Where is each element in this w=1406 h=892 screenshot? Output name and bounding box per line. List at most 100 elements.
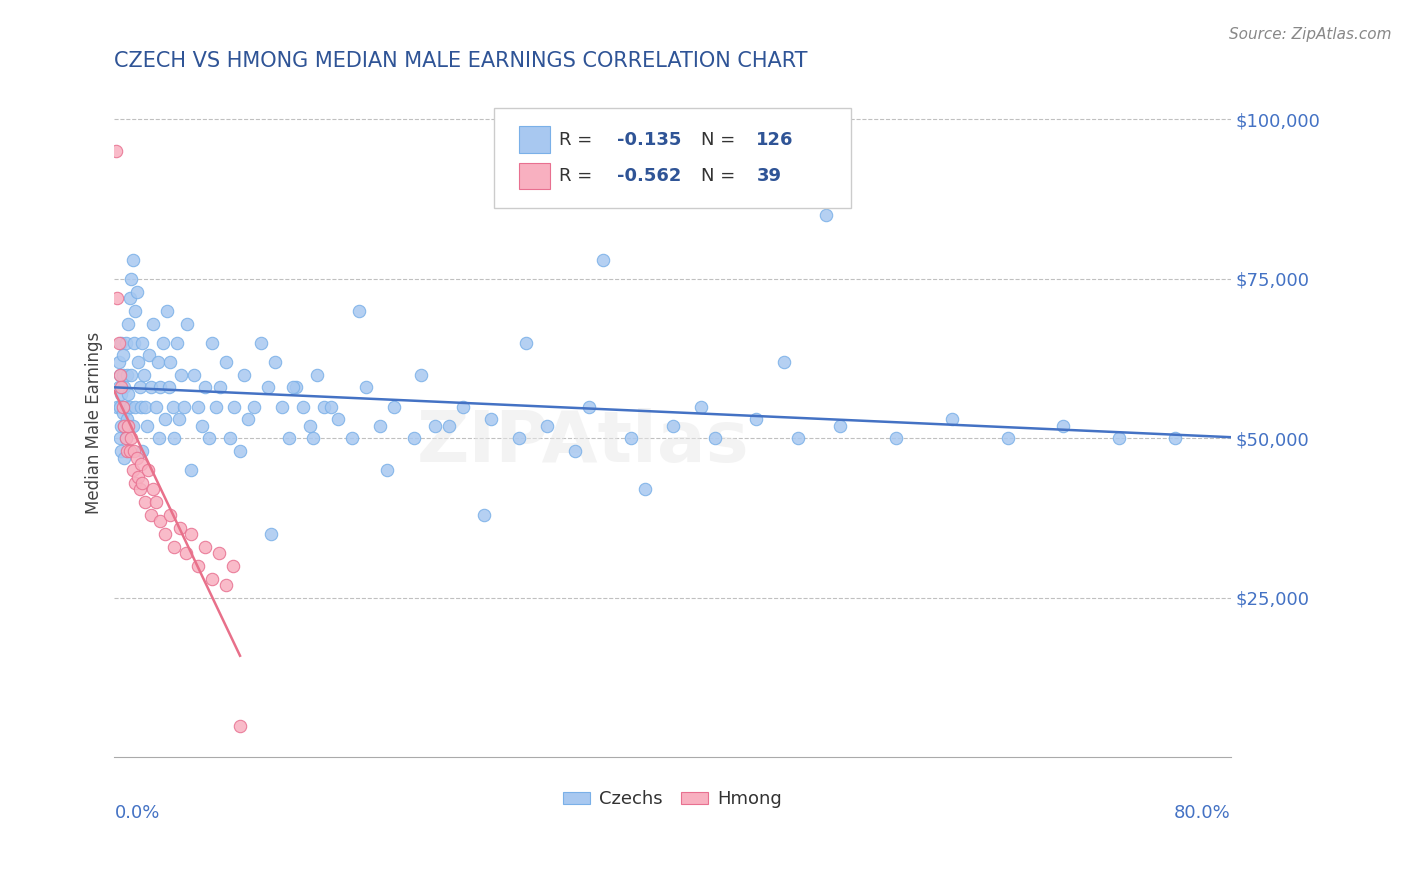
Point — [425, 418, 447, 433]
Point — [105, 400, 128, 414]
Point — [152, 335, 174, 350]
Point — [224, 400, 246, 414]
Point — [120, 368, 142, 382]
Point — [135, 418, 157, 433]
Point — [703, 431, 725, 445]
Text: -0.562: -0.562 — [617, 167, 682, 185]
Point — [108, 368, 131, 382]
Text: R =: R = — [558, 131, 598, 149]
Point — [128, 380, 150, 394]
Point — [121, 463, 143, 477]
Point — [127, 355, 149, 369]
Point — [139, 508, 162, 522]
Point — [620, 431, 643, 445]
Point — [107, 355, 129, 369]
Point — [198, 431, 221, 445]
FancyBboxPatch shape — [519, 127, 550, 153]
Point — [1052, 418, 1074, 433]
Point — [382, 400, 405, 414]
Point — [305, 368, 328, 382]
Point — [127, 469, 149, 483]
Point — [105, 291, 128, 305]
Point — [111, 368, 134, 382]
Point — [153, 412, 176, 426]
Point — [149, 380, 172, 394]
Point — [118, 291, 141, 305]
Point — [131, 444, 153, 458]
Point — [229, 718, 252, 732]
Point — [128, 483, 150, 497]
Point — [411, 368, 433, 382]
Point — [773, 355, 796, 369]
Point — [174, 546, 197, 560]
Point — [347, 303, 370, 318]
Point — [124, 303, 146, 318]
Point — [125, 285, 148, 299]
Point — [479, 412, 502, 426]
Point — [215, 578, 238, 592]
Point — [745, 412, 768, 426]
Point — [111, 349, 134, 363]
Point — [156, 303, 179, 318]
Point — [194, 540, 217, 554]
Point — [326, 412, 349, 426]
Point — [340, 431, 363, 445]
Point — [157, 380, 180, 394]
Point — [298, 418, 321, 433]
Point — [238, 412, 260, 426]
Point — [108, 400, 131, 414]
Point — [146, 355, 169, 369]
Point — [375, 463, 398, 477]
Point — [111, 406, 134, 420]
Text: 126: 126 — [756, 131, 794, 149]
Point — [166, 335, 188, 350]
Point — [115, 444, 138, 458]
Point — [284, 380, 307, 394]
Point — [243, 400, 266, 414]
Point — [180, 527, 202, 541]
Point — [170, 368, 193, 382]
Point — [117, 386, 139, 401]
Point — [312, 400, 335, 414]
Point — [661, 418, 683, 433]
Point — [634, 483, 657, 497]
Point — [134, 400, 156, 414]
Point — [787, 431, 810, 445]
Text: 39: 39 — [756, 167, 782, 185]
Point — [114, 335, 136, 350]
Point — [136, 463, 159, 477]
Point — [515, 335, 537, 350]
Point — [114, 431, 136, 445]
Point — [112, 380, 135, 394]
Point — [122, 444, 145, 458]
Point — [257, 380, 280, 394]
Point — [270, 400, 292, 414]
Legend: Czechs, Hmong: Czechs, Hmong — [557, 783, 789, 815]
Point — [508, 431, 530, 445]
Point — [219, 431, 242, 445]
Point — [138, 349, 160, 363]
Point — [120, 431, 142, 445]
Point — [153, 527, 176, 541]
Point — [997, 431, 1019, 445]
Point — [121, 418, 143, 433]
Text: 0.0%: 0.0% — [114, 805, 160, 822]
Point — [115, 368, 138, 382]
Text: N =: N = — [700, 131, 741, 149]
Point — [110, 380, 132, 394]
Y-axis label: Median Male Earnings: Median Male Earnings — [86, 331, 103, 514]
Point — [131, 476, 153, 491]
Point — [884, 431, 907, 445]
Point — [229, 444, 252, 458]
Point — [108, 431, 131, 445]
Point — [112, 418, 135, 433]
Point — [183, 368, 205, 382]
Point — [453, 400, 475, 414]
Point — [125, 450, 148, 465]
Point — [110, 444, 132, 458]
Point — [201, 572, 224, 586]
Point — [1164, 431, 1187, 445]
Point — [689, 400, 711, 414]
Point — [162, 400, 184, 414]
Point — [142, 317, 165, 331]
